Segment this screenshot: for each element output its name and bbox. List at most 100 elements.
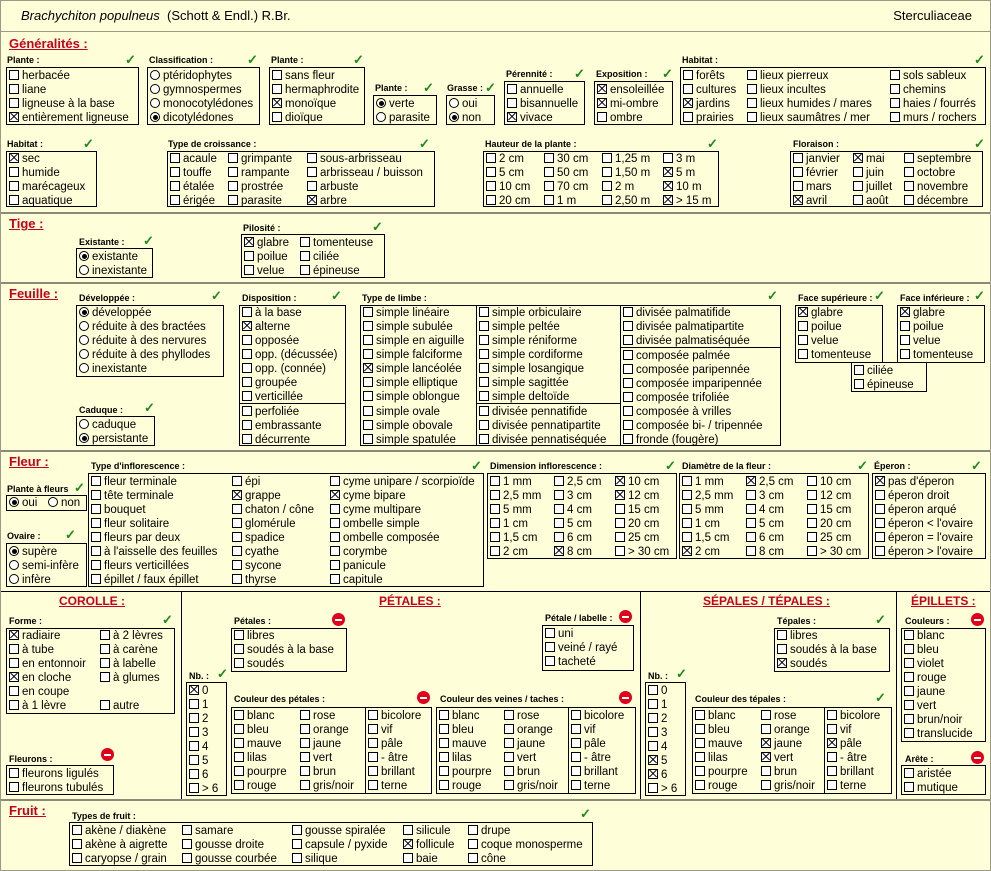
radio-button[interactable]	[79, 433, 89, 443]
checkbox[interactable]	[91, 490, 101, 500]
radio-button[interactable]	[79, 321, 89, 331]
checkbox-option[interactable]: 2 m	[602, 180, 634, 194]
checkbox-option[interactable]: jaune	[300, 737, 341, 751]
checkbox-option[interactable]: épillet / faux épillet	[91, 573, 199, 587]
checkbox[interactable]	[682, 504, 692, 514]
checkbox[interactable]	[904, 630, 914, 640]
checkbox-option[interactable]: 5 cm	[746, 517, 784, 531]
checkbox[interactable]	[72, 853, 82, 863]
checkbox[interactable]	[479, 377, 489, 387]
checkbox-option[interactable]: arbuste	[307, 180, 358, 194]
checkbox[interactable]	[615, 546, 625, 556]
checkbox[interactable]	[439, 780, 449, 790]
radio-option[interactable]: réduite à des nervures	[79, 334, 206, 348]
checkbox-option[interactable]: en entonnoir	[9, 657, 86, 671]
checkbox[interactable]	[9, 672, 19, 682]
checkbox-option[interactable]: à la base	[242, 306, 302, 320]
checkbox[interactable]	[189, 783, 199, 793]
checkbox-option[interactable]: chemins	[890, 83, 946, 97]
checkbox[interactable]	[490, 518, 500, 528]
checkbox[interactable]	[9, 181, 19, 191]
checkbox-option[interactable]: ensoleillée	[597, 83, 664, 97]
checkbox[interactable]	[234, 658, 244, 668]
checkbox-option[interactable]: divisée pennatifide	[479, 405, 587, 419]
checkbox[interactable]	[746, 532, 756, 542]
checkbox[interactable]	[890, 84, 900, 94]
checkbox[interactable]	[330, 560, 340, 570]
checkbox[interactable]	[648, 713, 658, 723]
checkbox-option[interactable]: 10 cm	[615, 475, 659, 489]
checkbox-option[interactable]: simple cordiforme	[479, 348, 583, 362]
checkbox[interactable]	[228, 153, 238, 163]
checkbox[interactable]	[904, 658, 914, 668]
checkbox[interactable]	[300, 738, 310, 748]
checkbox-option[interactable]: pâle	[827, 737, 862, 751]
checkbox-option[interactable]: étalée	[170, 180, 214, 194]
radio-option[interactable]: inexistante	[79, 264, 147, 278]
checkbox-option[interactable]: orange	[761, 723, 810, 737]
checkbox-option[interactable]: - âtre	[571, 751, 611, 765]
checkbox-option[interactable]: ombelle simple	[330, 517, 420, 531]
checkbox[interactable]	[615, 476, 625, 486]
checkbox-option[interactable]: composée palmée	[623, 349, 730, 363]
checkbox-option[interactable]: 6	[189, 768, 208, 782]
checkbox-option[interactable]: à 2 lèvres	[100, 629, 163, 643]
checkbox-option[interactable]: 1,5 cm	[682, 531, 730, 545]
checkbox[interactable]	[504, 780, 514, 790]
checkbox[interactable]	[648, 685, 658, 695]
checkbox-option[interactable]: autre	[100, 699, 139, 713]
checkbox[interactable]	[853, 195, 863, 205]
checkbox-option[interactable]: 1 mm	[682, 475, 724, 489]
checkbox-option[interactable]: 1 m	[544, 194, 576, 208]
checkbox-option[interactable]: 12 cm	[807, 489, 851, 503]
checkbox-option[interactable]: 15 cm	[807, 503, 851, 517]
checkbox-option[interactable]: 8 cm	[554, 545, 592, 559]
checkbox[interactable]	[244, 251, 254, 261]
checkbox[interactable]	[695, 724, 705, 734]
checkbox-option[interactable]: terne	[368, 779, 407, 793]
checkbox-option[interactable]: vivace	[507, 111, 553, 125]
checkbox[interactable]	[91, 518, 101, 528]
checkbox-option[interactable]: juin	[853, 166, 884, 180]
checkbox[interactable]	[300, 724, 310, 734]
checkbox-option[interactable]: rouge	[695, 779, 737, 793]
checkbox-option[interactable]: touffe	[170, 166, 212, 180]
checkbox-option[interactable]: poilue	[244, 250, 288, 264]
checkbox-option[interactable]: soudés	[234, 657, 284, 671]
checkbox-option[interactable]: ligneuse à la base	[9, 97, 115, 111]
checkbox[interactable]	[363, 307, 373, 317]
checkbox[interactable]	[544, 195, 554, 205]
checkbox-option[interactable]: vert	[904, 699, 936, 713]
checkbox-option[interactable]: orange	[504, 723, 553, 737]
checkbox[interactable]	[798, 349, 808, 359]
checkbox[interactable]	[545, 642, 555, 652]
checkbox[interactable]	[827, 752, 837, 762]
checkbox-option[interactable]: bleu	[439, 723, 474, 737]
checkbox[interactable]	[554, 546, 564, 556]
checkbox-option[interactable]: coque monosperme	[468, 838, 583, 852]
checkbox-option[interactable]: glomérule	[232, 517, 296, 531]
checkbox-option[interactable]: ombelle composée	[330, 531, 440, 545]
checkbox-option[interactable]: sans fleur	[272, 69, 335, 83]
checkbox-option[interactable]: août	[853, 194, 888, 208]
checkbox-option[interactable]: > 30 cm	[807, 545, 861, 559]
checkbox-option[interactable]: simple oblongue	[363, 390, 460, 404]
checkbox[interactable]	[571, 780, 581, 790]
checkbox-option[interactable]: vert	[504, 751, 536, 765]
checkbox[interactable]	[330, 532, 340, 542]
checkbox[interactable]	[490, 490, 500, 500]
radio-button[interactable]	[449, 98, 459, 108]
checkbox[interactable]	[300, 265, 310, 275]
checkbox[interactable]	[100, 700, 110, 710]
checkbox-option[interactable]: mauve	[439, 737, 487, 751]
checkbox-option[interactable]: poilue	[900, 320, 944, 334]
checkbox[interactable]	[300, 752, 310, 762]
checkbox-option[interactable]: lilas	[695, 751, 728, 765]
checkbox[interactable]	[9, 84, 19, 94]
checkbox[interactable]	[504, 752, 514, 762]
checkbox-option[interactable]: jaune	[504, 737, 545, 751]
checkbox-option[interactable]: soudés à la base	[777, 643, 877, 657]
checkbox-option[interactable]: 5 mm	[490, 503, 532, 517]
checkbox-option[interactable]: simple deltoïde	[479, 390, 569, 404]
checkbox-option[interactable]: pâle	[571, 737, 606, 751]
